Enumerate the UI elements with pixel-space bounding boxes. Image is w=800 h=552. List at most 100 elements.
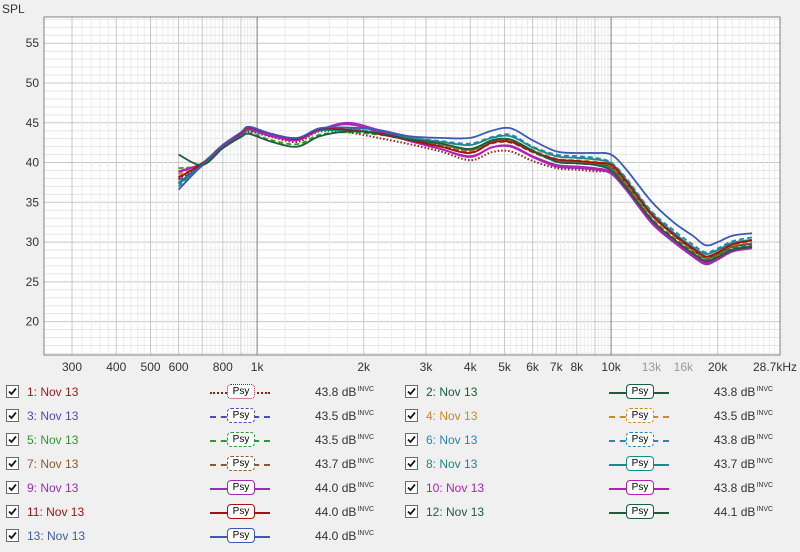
checkmark-icon — [8, 435, 17, 444]
legend-item-4[interactable]: 4: Nov 13 Psy 43.5 dBINVC — [399, 406, 789, 428]
trace-name-label[interactable]: 12: Nov 13 — [426, 505, 485, 519]
x-tick-label: 16k — [674, 360, 694, 374]
checkmark-icon — [8, 459, 17, 468]
checkmark-icon — [407, 459, 416, 468]
legend-item-9[interactable]: 9: Nov 13 Psy 44.0 dBINVC — [0, 478, 390, 500]
trace-name-label[interactable]: 2: Nov 13 — [426, 385, 478, 399]
x-tick-label: 300 — [62, 360, 82, 374]
trace-visible-checkbox[interactable] — [6, 481, 19, 494]
trace-offset-value[interactable]: 43.5 dBINVC — [315, 433, 374, 447]
x-tick-label: 13k — [642, 360, 662, 374]
trace-name-label[interactable]: 11: Nov 13 — [27, 505, 85, 519]
trace-visible-checkbox[interactable] — [6, 505, 19, 518]
legend-item-10[interactable]: 10: Nov 13 Psy 43.8 dBINVC — [399, 478, 789, 500]
trace-name-label[interactable]: 13: Nov 13 — [27, 529, 86, 543]
spl-chart-svg[interactable]: 20 25 30 35 40 45 50 55 SPL 300 400 500 600 800 1k 2k 3k… — [0, 0, 800, 380]
x-tick-label: 8k — [570, 360, 584, 374]
y-tick-label: 50 — [26, 76, 40, 90]
trace-offset-value[interactable]: 43.7 dBINVC — [315, 457, 374, 471]
smoothing-psy-badge[interactable]: Psy — [626, 480, 654, 495]
trace-offset-value[interactable]: 43.8 dBINVC — [714, 385, 773, 399]
legend-item-8[interactable]: 8: Nov 13 Psy 43.7 dBINVC — [399, 454, 789, 476]
checkmark-icon — [8, 483, 17, 492]
trace-name-label[interactable]: 5: Nov 13 — [27, 433, 79, 447]
trace-visible-checkbox[interactable] — [6, 385, 19, 398]
trace-offset-value[interactable]: 43.8 dBINVC — [714, 433, 773, 447]
offset-db-text: 43.8 dB — [714, 385, 756, 399]
trace-visible-checkbox[interactable] — [405, 505, 418, 518]
checkmark-icon — [407, 411, 416, 420]
smoothing-psy-badge[interactable]: Psy — [626, 384, 654, 399]
legend-item-3[interactable]: 3: Nov 13 Psy 43.5 dBINVC — [0, 406, 390, 428]
legend-item-13[interactable]: 13: Nov 13 Psy 44.0 dBINVC — [0, 526, 390, 548]
smoothing-psy-badge[interactable]: Psy — [227, 480, 255, 495]
invc-flag: INVC — [357, 410, 375, 417]
trace-visible-checkbox[interactable] — [405, 481, 418, 494]
smoothing-psy-badge[interactable]: Psy — [626, 408, 654, 423]
checkmark-icon — [407, 483, 416, 492]
legend-item-11[interactable]: 11: Nov 13 Psy 44.0 dBINVC — [0, 502, 390, 524]
smoothing-psy-badge[interactable]: Psy — [227, 432, 255, 447]
x-tick-label: 10k — [601, 360, 621, 374]
trace-offset-value[interactable]: 43.5 dBINVC — [315, 409, 374, 423]
offset-db-text: 43.8 dB — [714, 433, 756, 447]
trace-visible-checkbox[interactable] — [405, 433, 418, 446]
invc-flag: INVC — [756, 386, 774, 393]
legend-item-12[interactable]: 12: Nov 13 Psy 44.1 dBINVC — [399, 502, 789, 524]
smoothing-psy-badge[interactable]: Psy — [227, 408, 255, 423]
smoothing-psy-badge[interactable]: Psy — [227, 384, 255, 399]
trace-offset-value[interactable]: 44.0 dBINVC — [315, 505, 374, 519]
invc-flag: INVC — [756, 506, 774, 513]
trace-name-label[interactable]: 9: Nov 13 — [27, 481, 79, 495]
x-tick-label: 500 — [141, 360, 161, 374]
trace-visible-checkbox[interactable] — [6, 409, 19, 422]
trace-offset-value[interactable]: 43.5 dBINVC — [714, 409, 773, 423]
legend-item-5[interactable]: 5: Nov 13 Psy 43.5 dBINVC — [0, 430, 390, 452]
trace-offset-value[interactable]: 43.8 dBINVC — [714, 481, 773, 495]
offset-db-text: 44.1 dB — [714, 505, 756, 519]
legend-item-1[interactable]: 1: Nov 13 Psy 43.8 dBINVC — [0, 382, 390, 404]
trace-name-label[interactable]: 8: Nov 13 — [426, 457, 478, 471]
smoothing-psy-badge[interactable]: Psy — [626, 456, 654, 471]
y-axis-label: SPL — [2, 2, 25, 16]
x-tick-label: 800 — [213, 360, 233, 374]
legend-item-6[interactable]: 6: Nov 13 Psy 43.8 dBINVC — [399, 430, 789, 452]
trace-offset-value[interactable]: 44.0 dBINVC — [315, 529, 374, 543]
x-tick-label: 3k — [420, 360, 434, 374]
invc-flag: INVC — [756, 434, 774, 441]
x-tick-label: 5k — [498, 360, 512, 374]
legend-item-2[interactable]: 2: Nov 13 Psy 43.8 dBINVC — [399, 382, 789, 404]
x-tick-label: 2k — [357, 360, 371, 374]
trace-name-label[interactable]: 3: Nov 13 — [27, 409, 79, 423]
trace-visible-checkbox[interactable] — [6, 457, 19, 470]
smoothing-psy-badge[interactable]: Psy — [626, 432, 654, 447]
trace-name-label[interactable]: 1: Nov 13 — [27, 385, 79, 399]
trace-offset-value[interactable]: 44.1 dBINVC — [714, 505, 773, 519]
trace-offset-value[interactable]: 44.0 dBINVC — [315, 481, 374, 495]
y-tick-label: 35 — [26, 195, 40, 209]
invc-flag: INVC — [756, 458, 774, 465]
invc-flag: INVC — [357, 506, 375, 513]
x-tick-label: 7k — [550, 360, 564, 374]
trace-offset-value[interactable]: 43.7 dBINVC — [714, 457, 773, 471]
smoothing-psy-badge[interactable]: Psy — [227, 456, 255, 471]
invc-flag: INVC — [357, 386, 375, 393]
smoothing-psy-badge[interactable]: Psy — [227, 528, 255, 543]
checkmark-icon — [8, 411, 17, 420]
smoothing-psy-badge[interactable]: Psy — [227, 504, 255, 519]
trace-visible-checkbox[interactable] — [405, 409, 418, 422]
trace-name-label[interactable]: 7: Nov 13 — [27, 457, 79, 471]
offset-db-text: 43.5 dB — [315, 433, 357, 447]
legend-item-7[interactable]: 7: Nov 13 Psy 43.7 dBINVC — [0, 454, 390, 476]
trace-offset-value[interactable]: 43.8 dBINVC — [315, 385, 374, 399]
frequency-response-graph[interactable]: 20 25 30 35 40 45 50 55 SPL 300 400 500 600 800 1k 2k 3k… — [0, 0, 800, 380]
trace-visible-checkbox[interactable] — [405, 385, 418, 398]
smoothing-psy-badge[interactable]: Psy — [626, 504, 654, 519]
checkmark-icon — [407, 435, 416, 444]
trace-name-label[interactable]: 4: Nov 13 — [426, 409, 478, 423]
trace-visible-checkbox[interactable] — [405, 457, 418, 470]
trace-name-label[interactable]: 10: Nov 13 — [426, 481, 485, 495]
trace-visible-checkbox[interactable] — [6, 433, 19, 446]
trace-visible-checkbox[interactable] — [6, 529, 19, 542]
trace-name-label[interactable]: 6: Nov 13 — [426, 433, 478, 447]
